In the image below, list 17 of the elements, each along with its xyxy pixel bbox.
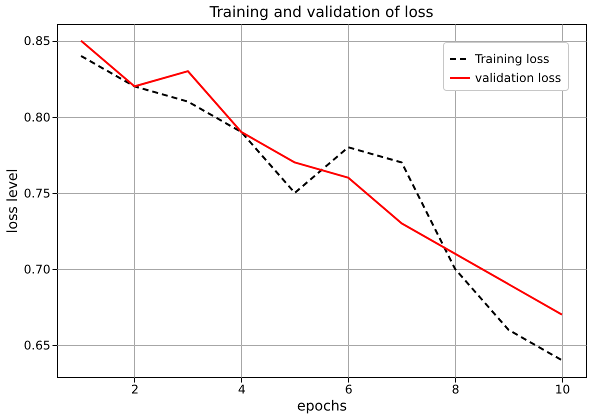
y-tick-label: 0.65 [24,338,50,353]
legend-label: validation loss [475,71,562,85]
x-tick-label: 4 [238,382,246,396]
y-tick-label: 0.85 [24,34,50,48]
line-series [80,40,563,316]
y-tick-label: 0.70 [24,262,50,276]
y-tick-label: 0.80 [24,110,50,124]
x-tick-label: 6 [344,382,353,396]
x-tick-label: 2 [131,382,139,396]
y-tick-label: 0.75 [24,186,50,200]
x-axis-title: epochs [297,398,347,414]
x-tick-label: 8 [452,382,460,396]
chart-title: Training and validation of loss [208,3,434,21]
y-axis-title: loss level [4,168,21,234]
x-tick-label: 10 [554,382,570,396]
legend-label: Training loss [474,52,550,66]
line-series [80,54,563,362]
